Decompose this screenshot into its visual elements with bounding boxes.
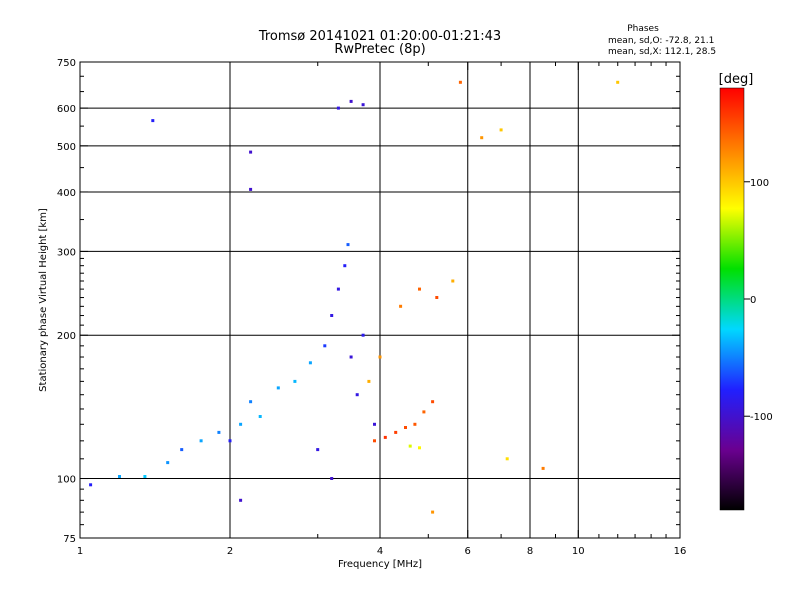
- data-point: [373, 439, 376, 443]
- data-point: [323, 344, 327, 348]
- data-point: [404, 426, 407, 429]
- data-point: [541, 466, 545, 470]
- x-tick-labels: 1 2 4 6 8 10 16: [77, 546, 687, 557]
- data-point: [349, 99, 353, 103]
- data-point: [394, 430, 398, 434]
- stats-x: mean, sd,X: 112.1, 28.5: [608, 47, 716, 57]
- data-point: [367, 379, 371, 383]
- y-tick-label: 600: [57, 104, 76, 115]
- data-point: [431, 510, 435, 514]
- data-point: [316, 448, 320, 452]
- data-point: [228, 439, 232, 443]
- data-point: [413, 422, 417, 426]
- x-axis-label: Frequency [MHz]: [338, 559, 422, 570]
- y-tick-label: 200: [57, 331, 76, 342]
- data-point: [499, 128, 503, 132]
- stats-o: mean, sd,O: -72.8, 21.1: [608, 36, 714, 46]
- data-point: [249, 400, 253, 404]
- data-point: [418, 287, 421, 291]
- colorbar-ticks: 100 0 -100: [744, 178, 773, 423]
- data-point: [435, 296, 439, 299]
- data-point: [336, 287, 340, 291]
- plot-area: [79, 61, 681, 539]
- chart-title: Tromsø 20141021 01:20:00-01:21:43: [258, 29, 501, 44]
- data-point: [239, 422, 243, 426]
- y-axis-label: Stationary phase Virtual Height [km]: [38, 208, 49, 392]
- y-tick-label: 500: [57, 142, 76, 153]
- data-point: [373, 422, 376, 426]
- y-tick-label: 400: [57, 188, 76, 199]
- data-point: [89, 483, 93, 487]
- data-point: [343, 264, 347, 268]
- data-point: [480, 136, 484, 140]
- data-point: [422, 410, 426, 414]
- data-point: [431, 400, 435, 404]
- data-point: [378, 355, 382, 359]
- y-tick-label: 100: [57, 475, 76, 486]
- y-tick-labels: 75 100 200 300 400 500 600 750: [57, 58, 76, 545]
- data-point: [180, 448, 184, 452]
- data-point: [276, 386, 280, 390]
- data-point: [355, 393, 359, 397]
- y-tick-label: 750: [57, 58, 76, 69]
- data-point: [166, 461, 170, 465]
- data-point: [151, 119, 155, 123]
- data-point: [418, 446, 421, 450]
- x-tick-label: 8: [527, 546, 533, 557]
- data-point: [408, 444, 412, 448]
- data-point: [217, 430, 221, 434]
- data-point: [293, 379, 297, 383]
- data-point: [458, 80, 462, 84]
- data-point: [349, 355, 353, 359]
- data-point: [505, 457, 509, 461]
- x-tick-label: 2: [227, 546, 233, 557]
- x-tick-label: 4: [377, 546, 383, 557]
- data-point: [336, 106, 340, 110]
- chart-subtitle: RwPretec (8p): [334, 42, 425, 57]
- axis-ticks: [79, 61, 681, 538]
- y-tick-label: 75: [63, 534, 76, 545]
- x-tick-label: 6: [465, 546, 471, 557]
- data-point: [199, 439, 203, 443]
- y-tick-label: 300: [57, 247, 76, 258]
- colorbar: [deg] 100 0 -100: [719, 72, 773, 511]
- grid-lines: [80, 62, 680, 538]
- colorbar-gradient: [719, 87, 745, 511]
- data-point: [249, 150, 253, 154]
- data-point: [330, 477, 334, 480]
- stats-title: Phases: [627, 24, 659, 34]
- data-point: [383, 435, 387, 439]
- data-point: [451, 279, 455, 283]
- data-point: [143, 475, 147, 478]
- colorbar-tick-label: -100: [750, 412, 773, 423]
- data-points: [89, 80, 620, 514]
- data-point: [346, 243, 350, 247]
- data-point: [361, 103, 365, 107]
- colorbar-tick-label: 0: [750, 295, 756, 306]
- data-point: [308, 361, 312, 365]
- data-point: [249, 187, 253, 191]
- data-point: [361, 333, 365, 337]
- x-tick-label: 16: [674, 546, 687, 557]
- data-point: [118, 475, 121, 478]
- x-tick-label: 10: [572, 546, 585, 557]
- data-point: [258, 415, 262, 418]
- data-point: [616, 80, 620, 84]
- x-tick-label: 1: [77, 546, 83, 557]
- data-point: [399, 304, 403, 308]
- colorbar-tick-label: 100: [750, 178, 769, 189]
- colorbar-unit-label: [deg]: [719, 72, 754, 87]
- data-point: [330, 314, 334, 317]
- data-point: [239, 498, 243, 502]
